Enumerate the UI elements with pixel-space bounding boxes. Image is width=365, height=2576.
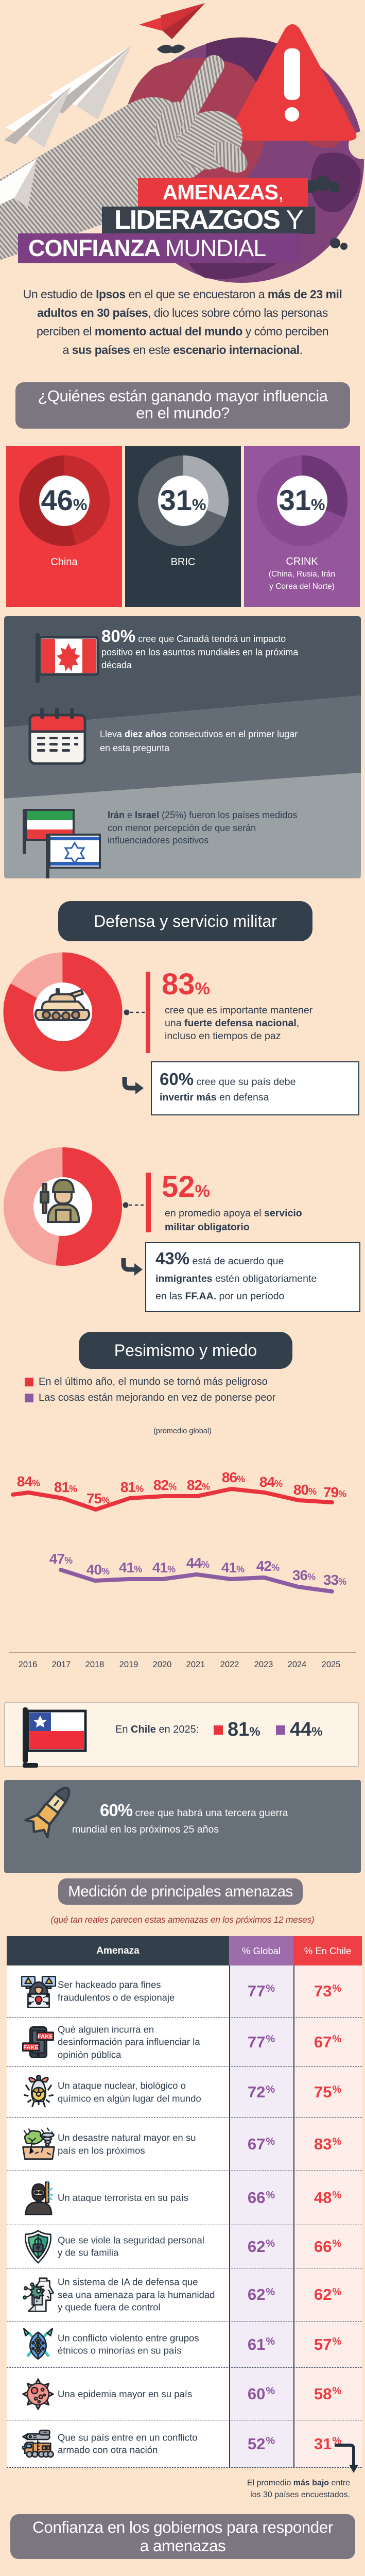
svg-text:80%: 80% (293, 1482, 317, 1498)
svg-text:41%: 41% (221, 1560, 245, 1575)
svg-text:84%: 84% (17, 1473, 40, 1489)
svg-text:79%: 79% (323, 1484, 346, 1500)
svg-text:82%: 82% (153, 1477, 177, 1493)
svg-text:33%: 33% (323, 1572, 346, 1588)
svg-text:36%: 36% (292, 1567, 316, 1583)
svg-text:2017: 2017 (52, 1660, 71, 1669)
svg-text:2024: 2024 (288, 1660, 307, 1669)
svg-text:2021: 2021 (186, 1660, 205, 1669)
svg-text:2016: 2016 (19, 1660, 38, 1669)
svg-text:42%: 42% (256, 1558, 280, 1574)
svg-text:47%: 47% (49, 1551, 73, 1567)
svg-text:44%: 44% (186, 1555, 210, 1571)
svg-text:2023: 2023 (254, 1660, 273, 1669)
svg-text:2020: 2020 (153, 1660, 172, 1669)
svg-text:81%: 81% (54, 1479, 77, 1495)
svg-text:2019: 2019 (119, 1660, 138, 1669)
svg-text:41%: 41% (152, 1560, 176, 1575)
svg-text:84%: 84% (259, 1474, 283, 1490)
svg-text:41%: 41% (119, 1560, 142, 1575)
svg-text:86%: 86% (222, 1469, 245, 1485)
svg-text:2025: 2025 (322, 1660, 341, 1669)
svg-text:81%: 81% (120, 1479, 144, 1495)
svg-text:2018: 2018 (85, 1660, 105, 1669)
svg-text:40%: 40% (86, 1562, 110, 1578)
svg-text:75%: 75% (86, 1490, 110, 1506)
svg-text:82%: 82% (187, 1477, 210, 1493)
svg-text:2022: 2022 (220, 1660, 239, 1669)
